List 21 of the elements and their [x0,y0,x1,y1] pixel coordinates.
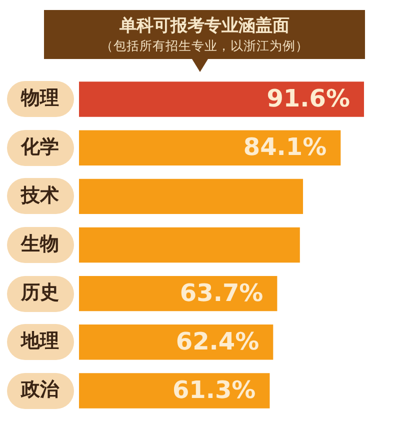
bar [79,227,300,263]
bar [79,178,304,214]
data-label: 91.6% [266,84,350,113]
bar [79,130,341,166]
data-label: 63.7% [180,278,264,307]
y-tick-label: 历史 [20,282,59,304]
y-tick-label: 地理 [20,330,59,352]
bar [79,82,364,117]
data-label: 84.1% [243,133,327,162]
bar [79,324,274,360]
bar [79,276,278,312]
data-label: 61.3% [172,376,256,404]
chart-subtitle: （包括所有招生专业，以浙江为例） [100,36,308,54]
bar [79,373,270,408]
y-tick-label: 生物 [20,232,59,255]
y-tick-label: 政治 [20,378,60,401]
y-tick-label: 技术 [20,184,59,206]
data-label: 62.4% [176,327,260,356]
y-tick-label: 化学 [20,136,59,158]
y-tick-label: 物理 [20,87,59,110]
chart-title: 单科可报考专业涵盖面 [120,14,290,36]
